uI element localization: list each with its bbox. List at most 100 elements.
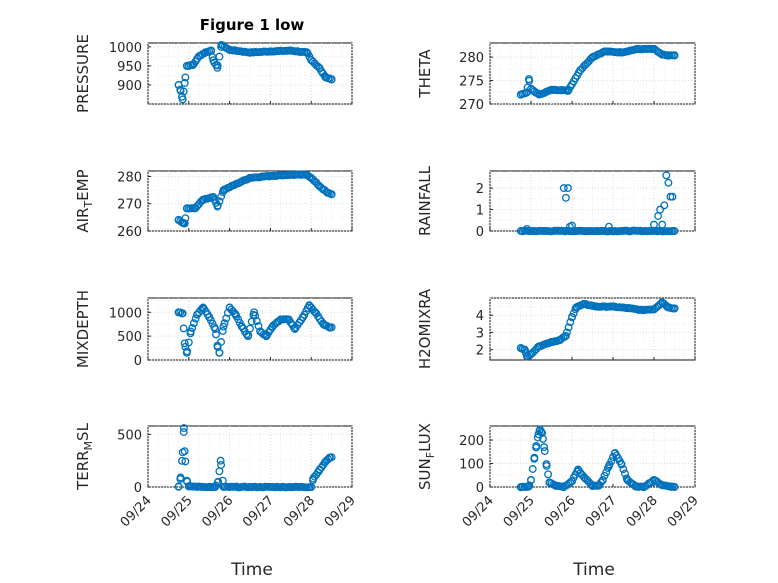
- data-point: [209, 56, 218, 65]
- figure-title: Figure 1 low: [200, 16, 305, 34]
- data-point: [254, 322, 263, 331]
- data-point: [658, 298, 667, 307]
- data-point: [545, 478, 554, 487]
- data-point: [602, 468, 611, 477]
- data-point: [580, 300, 589, 308]
- data-point: [562, 328, 571, 337]
- data-point: [214, 477, 223, 486]
- data-point: [650, 45, 658, 54]
- data-point: [211, 325, 220, 333]
- data-point: [212, 330, 220, 339]
- data-point: [215, 348, 224, 357]
- data-point: [323, 188, 332, 197]
- data-point: [598, 476, 607, 484]
- data-point: [246, 483, 254, 491]
- data-point: [551, 481, 560, 490]
- data-point: [670, 227, 679, 235]
- data-point: [244, 332, 252, 341]
- data-point: [215, 52, 224, 61]
- x-tick-label: 09/26: [199, 493, 236, 530]
- data-point: [561, 331, 570, 340]
- data-point: [576, 66, 585, 75]
- data-point: [574, 465, 583, 474]
- data-point: [319, 320, 328, 329]
- data-point: [559, 483, 568, 491]
- data-point: [219, 483, 228, 491]
- data-point: [286, 483, 295, 491]
- x-tick-label: 09/29: [322, 493, 359, 530]
- data-point: [181, 73, 190, 82]
- data-point: [237, 322, 246, 331]
- data-point: [311, 308, 320, 317]
- data-point: [213, 202, 222, 211]
- x-tick-label: 09/24: [460, 493, 497, 530]
- data-point: [516, 483, 525, 491]
- data-point: [193, 310, 201, 319]
- data-point: [178, 309, 187, 318]
- y-tick-label: 0: [134, 481, 142, 496]
- y-axis-label: H2OMIXRA: [416, 288, 434, 369]
- y-tick-label: 270: [117, 198, 142, 213]
- y-tick-label: 0: [134, 354, 142, 369]
- data-point: [604, 461, 613, 470]
- data-point: [246, 48, 254, 57]
- data-point: [625, 304, 634, 313]
- x-tick-label: 09/25: [501, 493, 538, 530]
- x-tick-label: 09/26: [542, 493, 579, 530]
- data-point: [670, 483, 679, 491]
- y-axis-label: THETA: [416, 49, 434, 99]
- data-point: [611, 449, 620, 457]
- data-point: [207, 46, 216, 55]
- data-point: [219, 186, 228, 195]
- data-point: [650, 220, 658, 229]
- subplot-3: 260 270 280 AIRTEMP: [74, 169, 353, 240]
- data-point: [563, 86, 572, 95]
- data-point: [540, 447, 549, 456]
- subplot-7: 0 500 09/24 09/25 09/26 09/27 09/28 09/29 TERRMS…: [74, 422, 359, 530]
- data-point: [664, 178, 673, 187]
- data-point: [276, 315, 285, 324]
- x-tick-label: 09/24: [118, 493, 155, 530]
- data-point: [180, 219, 189, 228]
- data-point: [559, 184, 568, 193]
- data-point: [290, 325, 299, 333]
- data-point: [528, 465, 537, 473]
- data-point: [225, 303, 234, 312]
- data-point: [540, 443, 549, 452]
- data-point: [266, 47, 275, 56]
- data-point: [182, 204, 191, 213]
- data-point: [184, 338, 193, 347]
- data-point: [580, 473, 589, 482]
- y-tick-label: 900: [117, 79, 142, 94]
- data-point: [617, 459, 626, 468]
- series-markers: [174, 170, 336, 228]
- data-point: [213, 63, 222, 72]
- data-point: [670, 51, 679, 60]
- data-point: [527, 350, 535, 358]
- data-point: [303, 48, 312, 57]
- data-point: [327, 75, 336, 84]
- data-point: [532, 441, 541, 450]
- data-point: [631, 482, 640, 491]
- data-point: [284, 315, 293, 324]
- y-tick-label: 270: [459, 98, 484, 113]
- y-tick-label: 260: [117, 225, 142, 240]
- y-tick-label: 2: [476, 344, 484, 359]
- data-point: [195, 52, 203, 61]
- subplot-5: 0 500 1000 MIXDEPTH: [74, 290, 353, 369]
- x-tick-label: 09/27: [240, 493, 277, 530]
- data-point: [179, 87, 188, 96]
- data-point: [179, 424, 188, 433]
- x-axis-label-right: Time: [572, 560, 615, 580]
- x-tick-label: 09/28: [624, 493, 661, 530]
- data-point: [604, 222, 613, 231]
- data-point: [179, 324, 188, 333]
- data-point: [564, 323, 573, 332]
- data-point: [542, 461, 551, 470]
- data-point: [180, 339, 189, 348]
- data-point: [666, 482, 675, 491]
- data-point: [527, 85, 535, 93]
- data-point: [650, 305, 658, 314]
- y-tick-label: 500: [117, 330, 142, 345]
